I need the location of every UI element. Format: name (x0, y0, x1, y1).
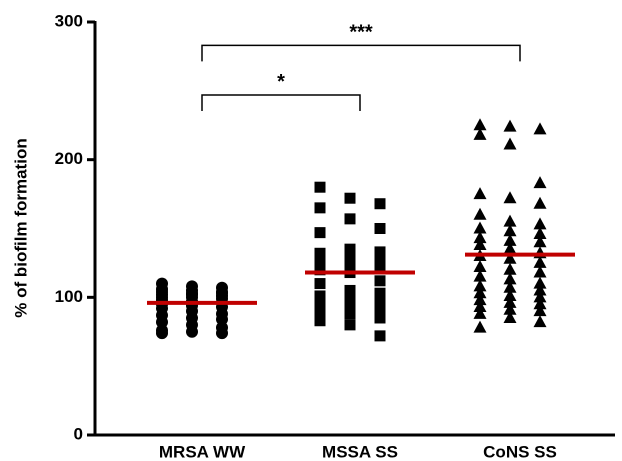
point (473, 221, 487, 234)
point (344, 213, 356, 225)
point (503, 295, 517, 308)
point (374, 223, 386, 234)
point (533, 176, 547, 189)
point (314, 305, 326, 317)
y-tick-label: 200 (55, 149, 83, 168)
point (503, 137, 517, 150)
point (314, 290, 326, 302)
point (503, 262, 517, 275)
point (503, 224, 517, 237)
point (473, 260, 487, 273)
point (473, 127, 487, 140)
point (314, 247, 326, 259)
point (473, 207, 487, 220)
point (344, 319, 356, 331)
point (374, 261, 386, 273)
point (314, 295, 326, 307)
point (344, 308, 356, 320)
point (473, 320, 487, 333)
significance-label: * (277, 71, 285, 93)
point (186, 325, 198, 338)
point (314, 315, 326, 327)
point (344, 243, 356, 255)
point (533, 283, 547, 296)
point (503, 280, 517, 293)
point (344, 291, 356, 303)
point (473, 187, 487, 200)
point (314, 254, 326, 266)
point (473, 293, 487, 306)
point (344, 192, 356, 204)
point (344, 284, 356, 296)
point (533, 122, 547, 135)
point (473, 299, 487, 312)
point (374, 294, 386, 306)
y-tick-label: 0 (74, 424, 83, 443)
point (473, 279, 487, 292)
significance-bracket (201, 44, 521, 62)
point (503, 214, 517, 227)
point (533, 297, 547, 310)
point (314, 227, 326, 239)
point (473, 269, 487, 282)
point (473, 118, 487, 131)
point (374, 287, 386, 299)
point (473, 286, 487, 299)
point (533, 304, 547, 317)
point (533, 290, 547, 303)
point (533, 265, 547, 278)
point (503, 288, 517, 301)
point (503, 251, 517, 264)
significance-label: *** (349, 22, 373, 44)
point (533, 276, 547, 289)
point (503, 191, 517, 204)
point (216, 313, 228, 326)
point (503, 310, 517, 323)
point (503, 302, 517, 315)
point (374, 312, 386, 324)
y-axis-label: % of biofilm formation (11, 138, 30, 317)
point (503, 233, 517, 246)
point (503, 242, 517, 255)
point (374, 253, 386, 265)
point (344, 257, 356, 269)
point (533, 235, 547, 248)
point (503, 272, 517, 285)
y-tick-label: 300 (55, 11, 83, 30)
significance-bracket (201, 94, 361, 111)
point (156, 327, 168, 340)
point (503, 119, 517, 132)
point (374, 330, 386, 342)
point (473, 238, 487, 251)
point (374, 275, 386, 287)
x-tick-label: MSSA SS (322, 442, 398, 461)
point (473, 231, 487, 244)
point (533, 255, 547, 268)
point (374, 198, 386, 210)
point (216, 327, 228, 340)
point (533, 227, 547, 240)
x-tick-label: CoNS SS (483, 442, 557, 461)
point (314, 202, 326, 214)
point (533, 315, 547, 328)
point (533, 196, 547, 209)
point (374, 302, 386, 314)
point (473, 306, 487, 319)
point (314, 278, 326, 290)
y-tick-label: 100 (55, 287, 83, 306)
point (314, 181, 326, 193)
point (344, 298, 356, 310)
point (533, 217, 547, 230)
point (156, 316, 168, 329)
point (344, 250, 356, 262)
x-tick-label: MRSA WW (159, 442, 246, 461)
point (374, 246, 386, 258)
point (314, 264, 326, 276)
